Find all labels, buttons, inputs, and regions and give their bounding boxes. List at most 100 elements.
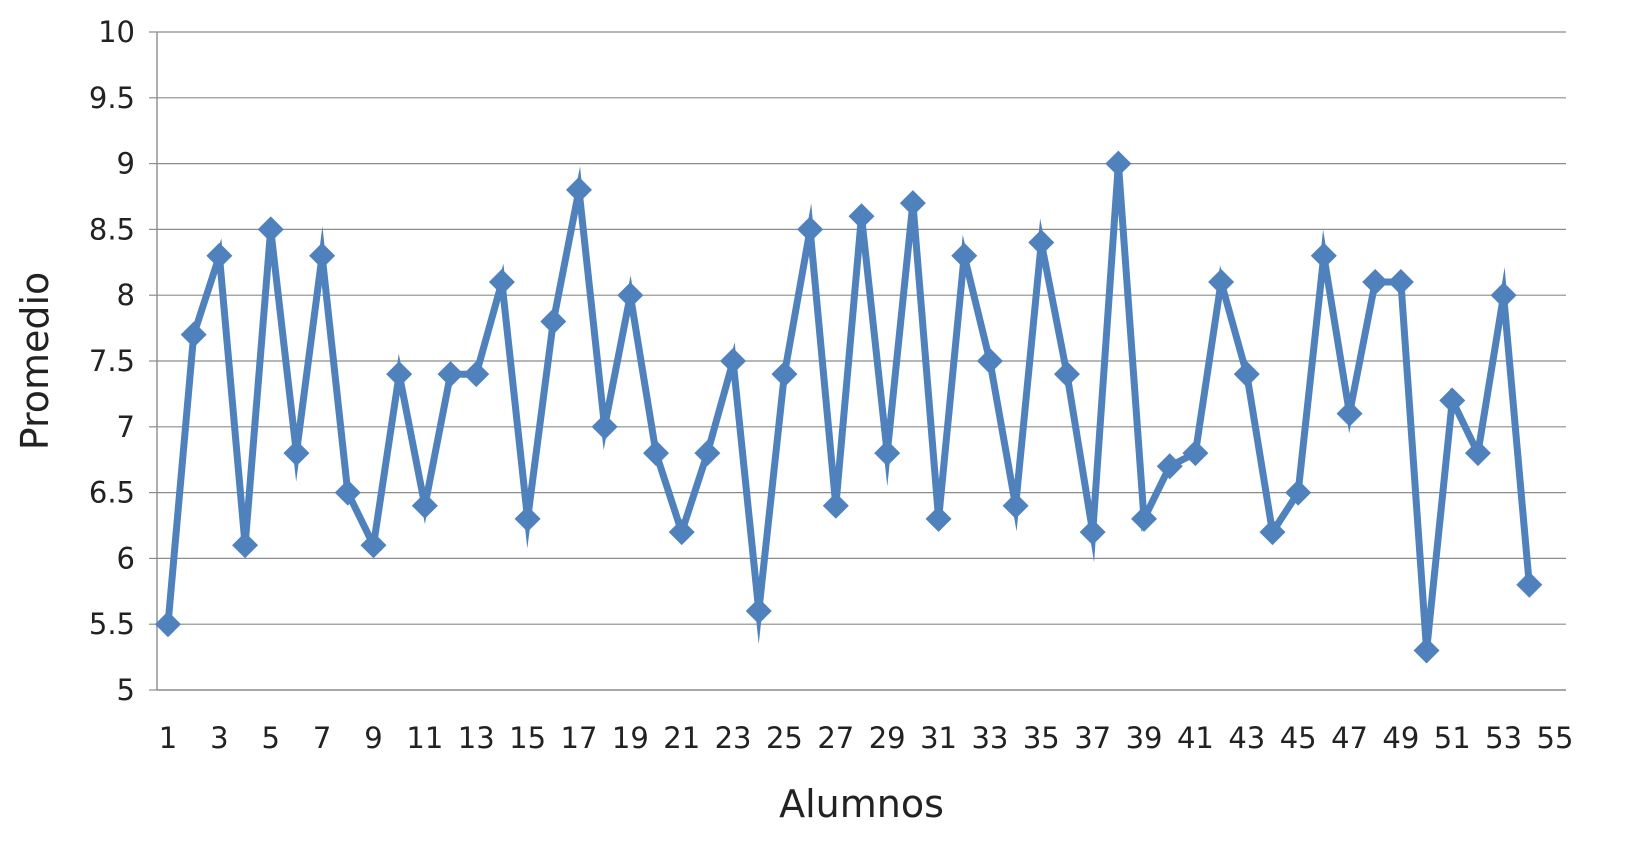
data-point-marker	[1464, 440, 1491, 467]
x-tick-label: 15	[509, 721, 546, 755]
data-point-marker	[1131, 505, 1158, 532]
y-tick-label: 9.5	[89, 81, 135, 115]
x-tick-label: 21	[663, 721, 700, 755]
data-point-marker	[1028, 229, 1055, 256]
data-point-marker	[668, 519, 695, 546]
x-tick-label: 43	[1228, 721, 1265, 755]
data-point-marker	[925, 505, 952, 532]
data-point-marker	[1387, 269, 1414, 296]
x-tick-label: 19	[612, 721, 649, 755]
data-point-marker	[976, 348, 1003, 374]
data-point-marker	[309, 242, 336, 269]
data-point-marker	[334, 479, 361, 506]
x-tick-label: 45	[1280, 721, 1317, 755]
x-tick-label: 51	[1434, 721, 1471, 755]
data-point-marker	[951, 242, 978, 269]
data-point-marker	[1310, 242, 1337, 269]
data-point-marker	[1079, 519, 1106, 546]
x-tick-label: 5	[262, 721, 280, 755]
data-point-marker	[1285, 479, 1312, 506]
x-tick-label: 37	[1074, 721, 1111, 755]
data-point-marker	[411, 492, 438, 519]
x-tick-label: 33	[971, 721, 1008, 755]
y-axis-tick-labels: 5 5.5 6 6.5 7 7.5 8 8.5 9 9.5 10	[89, 15, 135, 707]
data-point-marker	[257, 216, 284, 243]
x-tick-label: 27	[817, 721, 854, 755]
x-tick-label: 23	[715, 721, 752, 755]
data-point-marker	[283, 440, 310, 467]
y-tick-label: 6.5	[89, 476, 135, 510]
y-tick-label: 7	[117, 410, 135, 444]
data-point-marker	[180, 321, 207, 348]
data-point-marker	[565, 176, 592, 203]
series-line	[164, 163, 1533, 651]
x-tick-label: 7	[313, 721, 331, 755]
data-point-marker	[822, 492, 849, 519]
x-axis-title: Alumnos	[779, 782, 944, 826]
y-tick-label: 10	[98, 15, 135, 49]
x-tick-label: 29	[869, 721, 906, 755]
y-tick-label: 7.5	[89, 344, 135, 378]
data-point-marker	[1182, 440, 1209, 467]
data-point-marker	[155, 611, 181, 638]
data-point-marker	[1336, 400, 1363, 427]
data-point-marker	[232, 532, 259, 559]
x-tick-label: 17	[561, 721, 598, 755]
data-point-marker	[1208, 269, 1235, 296]
x-axis-tick-labels: 1 3 5 7 9 11 13 15 17 19 21 23 25 27 29 31 33 35 37 39 41 43 4…	[159, 721, 1574, 755]
data-point-marker	[1156, 453, 1183, 480]
data-point-marker	[360, 532, 387, 559]
data-point-marker	[745, 598, 772, 625]
series-layer	[155, 150, 1543, 664]
x-tick-label: 25	[766, 721, 803, 755]
x-tick-label: 47	[1331, 721, 1368, 755]
data-point-marker	[797, 216, 824, 243]
data-point-marker	[1233, 361, 1260, 388]
y-tick-label: 8.5	[89, 212, 135, 246]
data-point-marker	[1053, 361, 1080, 388]
data-point-marker	[1259, 519, 1286, 546]
data-point-marker	[1002, 492, 1029, 519]
data-point-marker	[899, 190, 926, 217]
data-point-marker	[1439, 387, 1466, 414]
data-point-marker	[694, 440, 721, 467]
data-point-marker	[463, 361, 490, 388]
x-tick-label: 39	[1126, 721, 1163, 755]
x-tick-label: 13	[458, 721, 495, 755]
data-point-marker	[437, 361, 464, 388]
data-point-marker	[206, 242, 233, 269]
data-point-marker	[848, 203, 875, 230]
data-point-marker	[1516, 571, 1543, 598]
data-point-marker	[514, 505, 541, 532]
x-tick-label: 31	[920, 721, 957, 755]
x-tick-label: 3	[210, 721, 228, 755]
data-point-marker	[591, 413, 618, 440]
y-tick-label: 5.5	[89, 607, 135, 641]
y-tick-label: 5	[117, 673, 135, 707]
x-tick-label: 53	[1485, 721, 1522, 755]
x-tick-label: 11	[406, 721, 443, 755]
x-tick-label: 49	[1382, 721, 1419, 755]
data-point-marker	[1413, 637, 1440, 664]
x-tick-label: 55	[1537, 721, 1574, 755]
x-tick-label: 9	[364, 721, 382, 755]
data-point-marker	[540, 308, 567, 335]
x-tick-label: 1	[159, 721, 177, 755]
data-point-marker	[771, 361, 798, 388]
data-point-marker	[874, 440, 901, 467]
x-tick-label: 41	[1177, 721, 1214, 755]
y-tick-label: 8	[117, 278, 135, 312]
data-point-marker	[488, 269, 515, 296]
axes	[149, 31, 1566, 691]
data-point-marker	[643, 440, 670, 467]
y-tick-label: 9	[117, 147, 135, 181]
data-point-marker	[720, 348, 747, 374]
y-tick-label: 6	[117, 541, 135, 575]
y-axis-title: Promedio	[13, 272, 57, 451]
data-point-marker	[1105, 150, 1132, 177]
x-tick-label: 35	[1023, 721, 1060, 755]
data-point-marker	[617, 282, 644, 309]
data-point-marker	[386, 361, 413, 388]
